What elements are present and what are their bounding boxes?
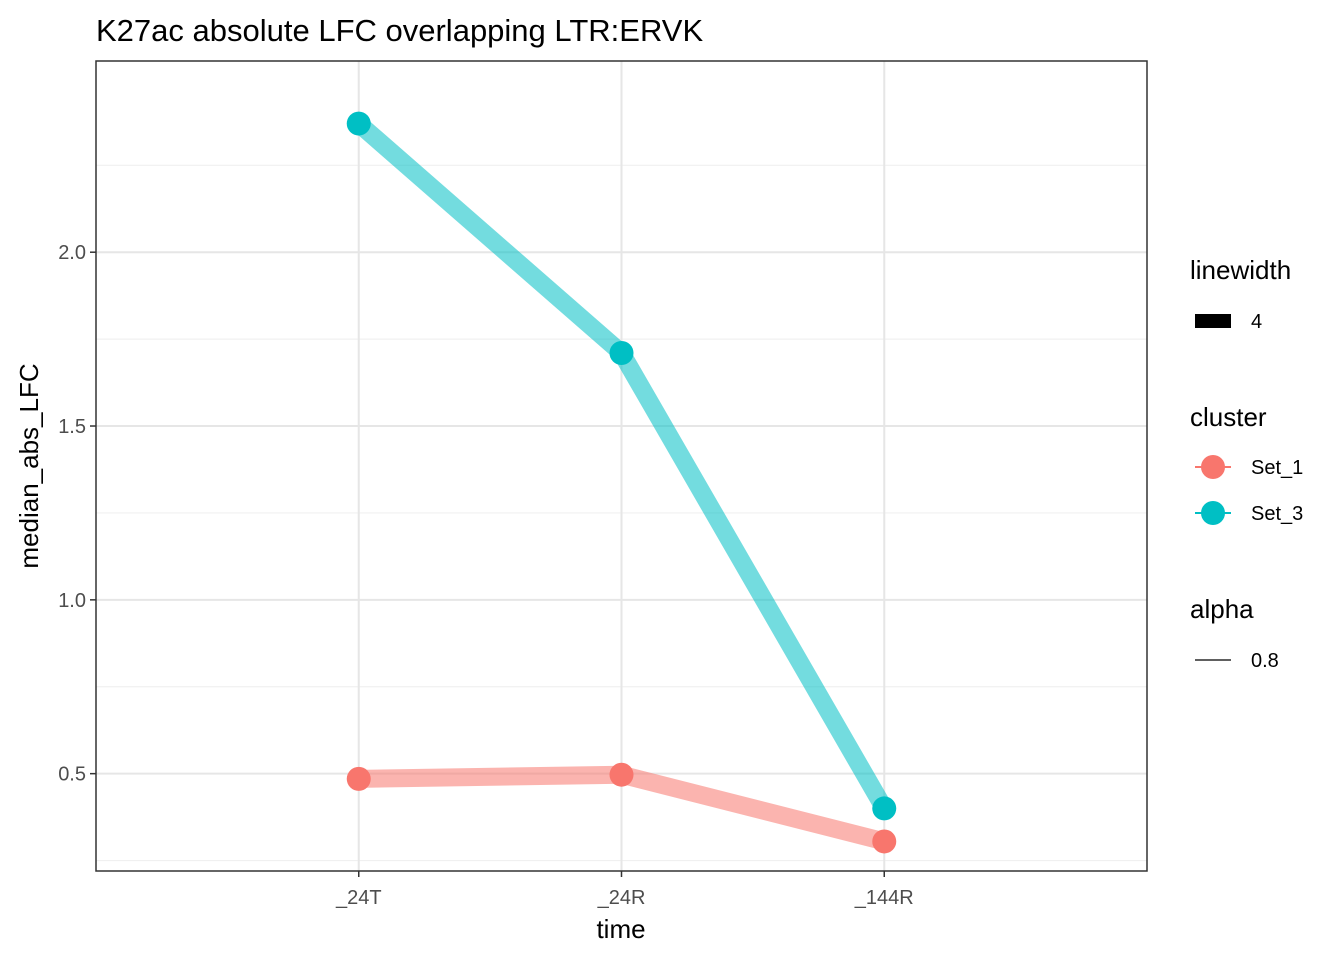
- legend-key-linewidth: [1195, 314, 1231, 328]
- y-tick-label: 2.0: [58, 242, 86, 264]
- data-point-set-1: [346, 766, 371, 791]
- data-point-set-3: [346, 111, 371, 136]
- legend-title-linewidth: linewidth: [1190, 255, 1291, 285]
- data-point-set-3: [609, 341, 634, 366]
- chart-title: K27ac absolute LFC overlapping LTR:ERVK: [96, 13, 703, 48]
- series-layer: [346, 111, 897, 854]
- y-tick-label: 1.5: [58, 416, 86, 438]
- y-axis-title: median_abs_LFC: [14, 363, 44, 568]
- x-axis: _24T _24R _144R: [335, 871, 914, 909]
- y-tick-label: 1.0: [58, 590, 86, 612]
- x-tick-label: _144R: [854, 887, 914, 909]
- legend-key-point: [1201, 501, 1225, 525]
- legend-title-alpha: alpha: [1190, 594, 1254, 624]
- legend-title-cluster: cluster: [1190, 402, 1267, 432]
- x-axis-title: time: [596, 914, 645, 944]
- major-gridlines: [96, 61, 1147, 871]
- y-tick-label: 0.5: [58, 764, 86, 786]
- x-tick-label: _24R: [597, 887, 646, 909]
- data-point-set-3: [872, 796, 897, 821]
- data-point-set-1: [609, 762, 634, 787]
- legend-key-point: [1201, 455, 1225, 479]
- legend-label: 4: [1251, 311, 1262, 333]
- y-axis: 0.5 1.0 1.5 2.0: [58, 242, 96, 786]
- legend-label: Set_1: [1251, 457, 1303, 479]
- x-tick-label: _24T: [335, 887, 382, 909]
- data-point-set-1: [872, 829, 897, 854]
- legend-label: 0.8: [1251, 650, 1279, 672]
- legend-label: Set_3: [1251, 503, 1303, 525]
